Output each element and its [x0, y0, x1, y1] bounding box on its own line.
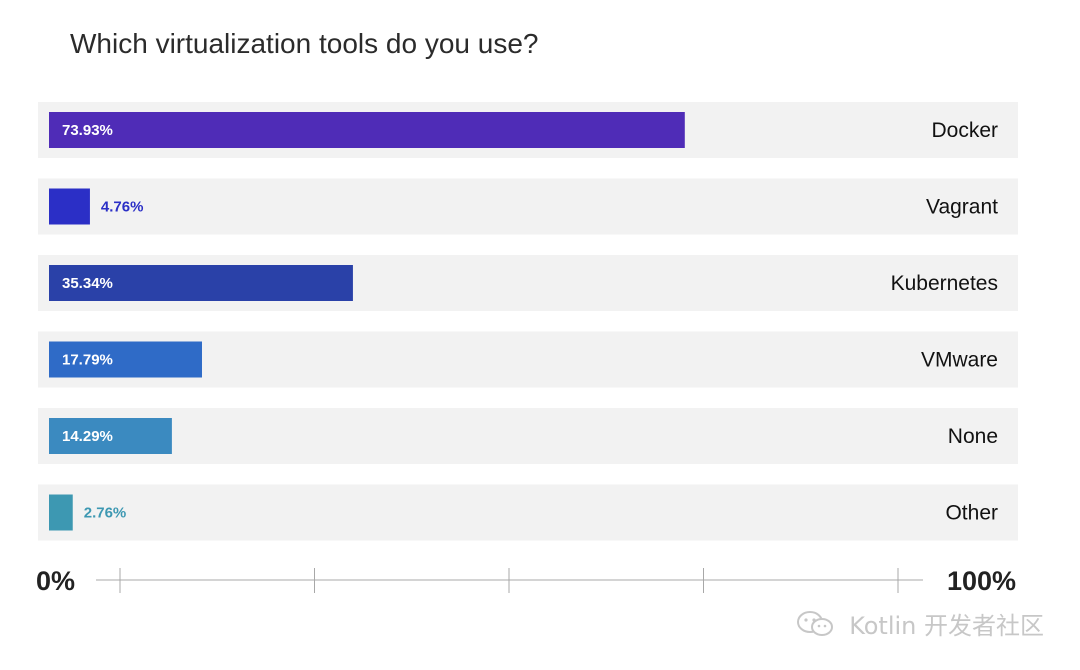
bar-other	[49, 494, 73, 531]
data-label-kubernetes: 35.34%	[62, 275, 113, 292]
category-label-kubernetes: Kubernetes	[891, 272, 998, 295]
bar-none	[49, 418, 172, 454]
row-background-other	[38, 484, 1018, 541]
watermark: Kotlin 开发者社区	[796, 606, 1044, 644]
category-label-vagrant: Vagrant	[926, 196, 998, 219]
category-label-vmware: VMware	[921, 349, 998, 372]
category-label-docker: Docker	[931, 119, 998, 142]
wechat-logo-icon	[796, 610, 836, 644]
bar-vmware	[49, 341, 202, 378]
category-label-other: Other	[945, 502, 998, 525]
bar-docker	[49, 112, 685, 148]
data-label-docker: 73.93%	[62, 122, 113, 139]
axis-max-label: 100%	[947, 566, 1016, 596]
axis-min-label: 0%	[36, 566, 75, 596]
row-background-vagrant	[38, 178, 1018, 235]
category-label-none: None	[948, 425, 998, 448]
chart-title: Which virtualization tools do you use?	[70, 28, 539, 59]
bar-vagrant	[49, 188, 90, 225]
row-background-none	[38, 408, 1018, 464]
data-label-none: 14.29%	[62, 428, 113, 445]
bar-kubernetes	[49, 265, 353, 301]
data-label-other: 2.76%	[84, 505, 127, 522]
data-label-vagrant: 4.76%	[101, 199, 144, 216]
data-label-vmware: 17.79%	[62, 352, 113, 369]
watermark-text: Kotlin 开发者社区	[849, 612, 1044, 640]
